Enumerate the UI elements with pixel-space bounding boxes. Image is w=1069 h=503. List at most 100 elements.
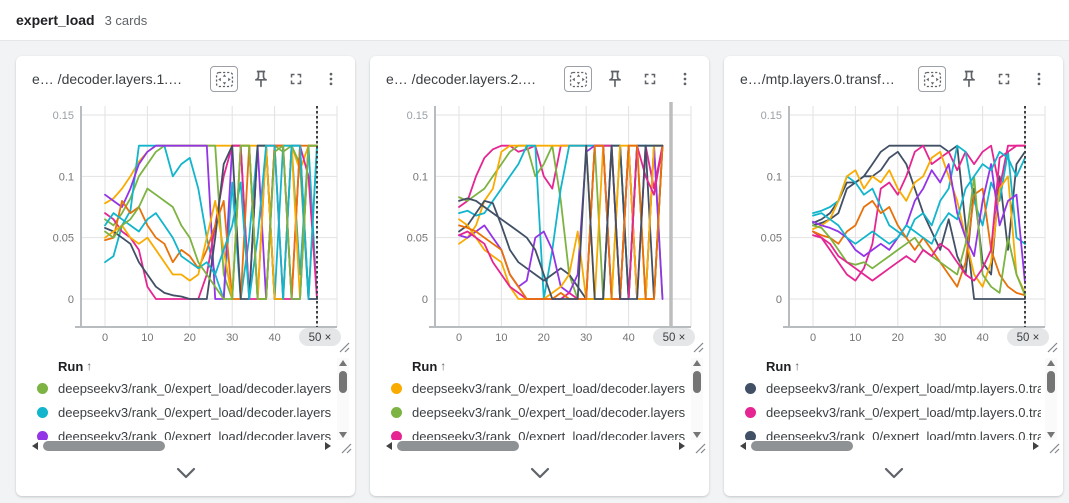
table-resize-handle[interactable]	[1048, 441, 1060, 454]
sort-ascending-icon: ↑	[794, 359, 801, 373]
run-table-header[interactable]: Run ↑	[386, 356, 703, 376]
run-row[interactable]: deepseekv3/rank_0/expert_load/mtp.layers…	[740, 424, 1041, 440]
vertical-scroll-thumb[interactable]	[1047, 371, 1055, 393]
line-chart[interactable]: 0 0.05 0.1 0.15 0 10 20 30 40 50 ×	[724, 100, 1063, 352]
run-color-dot	[745, 406, 756, 418]
scroll-right-icon[interactable]	[679, 442, 685, 450]
scroll-left-icon[interactable]	[386, 442, 392, 450]
fit-to-data-button[interactable]	[210, 66, 238, 92]
horizontal-scroll-track[interactable]	[751, 441, 1028, 451]
chevron-down-icon	[530, 467, 549, 478]
expand-card-button[interactable]	[873, 463, 915, 486]
horizontal-scroll-thumb[interactable]	[397, 441, 519, 451]
scroll-down-icon[interactable]	[339, 432, 347, 438]
run-line[interactable]	[812, 150, 1026, 245]
run-line[interactable]	[104, 144, 318, 300]
scroll-right-icon[interactable]	[1033, 442, 1039, 450]
table-resize-handle[interactable]	[340, 441, 352, 454]
scroll-down-icon[interactable]	[693, 432, 701, 438]
card-count: 3 cards	[104, 12, 148, 28]
run-line[interactable]	[104, 144, 318, 300]
pinned-step-pill[interactable]: 50 ×	[653, 328, 695, 346]
horizontal-scroll-track[interactable]	[43, 441, 320, 451]
run-line[interactable]	[812, 150, 1026, 276]
svg-text:0.1: 0.1	[413, 171, 428, 183]
svg-text:0: 0	[422, 294, 428, 306]
run-row[interactable]: deepseekv3/rank_0/expert_load/decoder.la…	[32, 376, 333, 400]
more-options-button[interactable]	[319, 67, 343, 91]
run-row[interactable]: deepseekv3/rank_0/expert_load/mtp.layers…	[740, 376, 1041, 400]
line-chart[interactable]: 0 0.05 0.1 0.15 0 10 20 30 40 50 ×	[16, 100, 355, 352]
run-line[interactable]	[458, 144, 664, 300]
run-list: deepseekv3/rank_0/expert_load/decoder.la…	[386, 376, 687, 440]
run-row[interactable]: deepseekv3/rank_0/expert_load/decoder.la…	[386, 400, 687, 424]
run-list: deepseekv3/rank_0/expert_load/decoder.la…	[32, 376, 333, 440]
run-line[interactable]	[812, 144, 1026, 282]
scroll-up-icon[interactable]	[1047, 360, 1055, 366]
axes	[429, 106, 691, 328]
run-line[interactable]	[812, 150, 1026, 294]
run-line[interactable]	[812, 144, 1026, 282]
svg-text:0: 0	[102, 332, 108, 344]
run-line[interactable]	[812, 144, 1026, 245]
run-table-header[interactable]: Run ↑	[740, 356, 1057, 376]
run-row[interactable]: deepseekv3/rank_0/expert_load/decoder.la…	[32, 400, 333, 424]
pin-button[interactable]	[603, 67, 627, 91]
scroll-up-icon[interactable]	[339, 360, 347, 366]
run-table-horizontal-scrollbar[interactable]	[32, 440, 331, 452]
more-options-button[interactable]	[1027, 67, 1051, 91]
horizontal-scroll-track[interactable]	[397, 441, 674, 451]
scroll-down-icon[interactable]	[1047, 432, 1055, 438]
scroll-up-icon[interactable]	[693, 360, 701, 366]
series-lines	[458, 144, 664, 300]
chart-resize-handle[interactable]	[692, 340, 704, 353]
run-column-header[interactable]: Run	[412, 358, 438, 374]
run-row[interactable]: deepseekv3/rank_0/expert_load/decoder.la…	[32, 424, 333, 440]
fullscreen-button[interactable]	[638, 67, 662, 91]
run-color-dot	[745, 430, 756, 440]
run-row[interactable]: deepseekv3/rank_0/expert_load/decoder.la…	[386, 424, 687, 440]
run-table-header[interactable]: Run ↑	[32, 356, 349, 376]
vertical-scroll-thumb[interactable]	[339, 371, 347, 393]
pinned-step-pill[interactable]: 50 ×	[1007, 328, 1049, 346]
run-line[interactable]	[812, 144, 1026, 300]
run-table-horizontal-scrollbar[interactable]	[740, 440, 1039, 452]
run-line[interactable]	[458, 144, 664, 300]
horizontal-scroll-thumb[interactable]	[751, 441, 854, 451]
run-column-header[interactable]: Run	[766, 358, 792, 374]
line-chart[interactable]: 0 0.05 0.1 0.15 0 10 20 30 40 50 ×	[370, 100, 709, 352]
fit-to-data-button[interactable]	[918, 66, 946, 92]
run-table-vertical-scrollbar[interactable]	[337, 358, 349, 440]
expand-card-button[interactable]	[519, 463, 561, 486]
fullscreen-button[interactable]	[992, 67, 1016, 91]
pin-button[interactable]	[957, 67, 981, 91]
card-title: e… /decoder.layers.2.…	[386, 71, 537, 87]
run-row[interactable]: deepseekv3/rank_0/expert_load/mtp.layers…	[740, 400, 1041, 424]
resize-handle-icon	[341, 443, 352, 454]
run-line[interactable]	[104, 144, 318, 300]
run-table-vertical-scrollbar[interactable]	[691, 358, 703, 440]
run-table-vertical-scrollbar[interactable]	[1045, 358, 1057, 440]
more-options-button[interactable]	[673, 67, 697, 91]
fullscreen-button[interactable]	[284, 67, 308, 91]
pinned-step-pill[interactable]: 50 ×	[299, 328, 341, 346]
chart-resize-handle[interactable]	[1046, 340, 1058, 353]
run-line[interactable]	[104, 144, 318, 300]
run-line[interactable]	[104, 144, 318, 300]
chart-resize-handle[interactable]	[338, 340, 350, 353]
scroll-left-icon[interactable]	[740, 442, 746, 450]
run-column-header[interactable]: Run	[58, 358, 84, 374]
expand-card-button[interactable]	[165, 463, 207, 486]
resize-handle-icon	[1047, 342, 1058, 353]
pin-button[interactable]	[249, 67, 273, 91]
scroll-right-icon[interactable]	[325, 442, 331, 450]
gridlines	[789, 106, 1046, 327]
vertical-scroll-thumb[interactable]	[693, 371, 701, 393]
run-line[interactable]	[458, 144, 664, 300]
horizontal-scroll-thumb[interactable]	[43, 441, 165, 451]
run-row[interactable]: deepseekv3/rank_0/expert_load/decoder.la…	[386, 376, 687, 400]
scroll-left-icon[interactable]	[32, 442, 38, 450]
fit-to-data-button[interactable]	[564, 66, 592, 92]
table-resize-handle[interactable]	[694, 441, 706, 454]
run-table-horizontal-scrollbar[interactable]	[386, 440, 685, 452]
